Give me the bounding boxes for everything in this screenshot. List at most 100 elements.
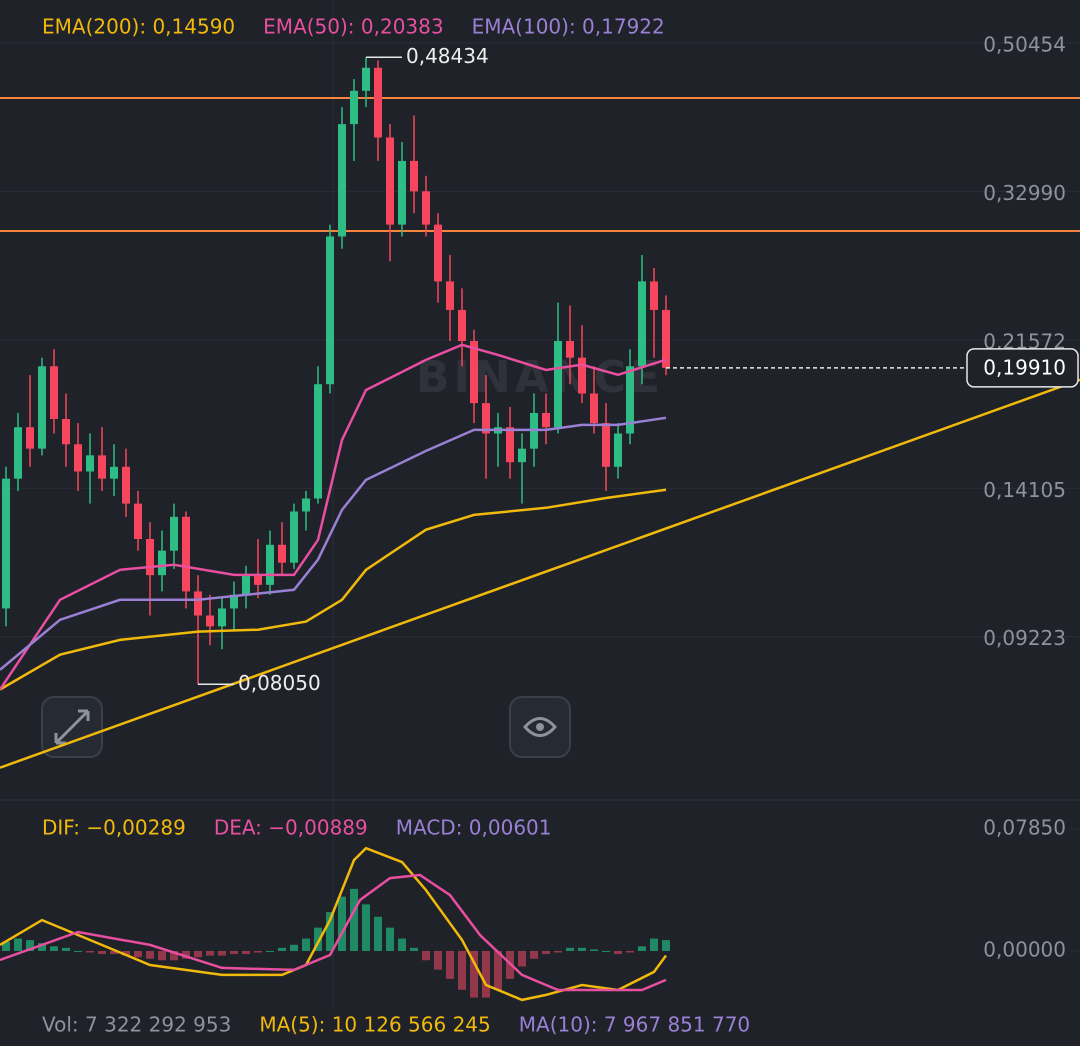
candle-body — [266, 544, 274, 585]
histogram-bar — [38, 943, 46, 951]
candle-body — [242, 575, 250, 595]
histogram-bar — [278, 947, 286, 951]
histogram-bar — [170, 950, 178, 961]
histogram-bar — [482, 950, 490, 998]
candle-body — [602, 423, 610, 467]
candle-body — [362, 67, 370, 91]
legend-entry: EMA(200): 0,14590 — [42, 15, 235, 39]
histogram-bar — [650, 938, 658, 951]
histogram-bar — [458, 950, 466, 990]
histogram-bar — [146, 950, 154, 959]
candle-body — [506, 427, 514, 463]
candle-body — [626, 366, 634, 434]
candle-body — [14, 427, 22, 479]
histogram-bar — [578, 947, 586, 951]
candle-body — [578, 357, 586, 394]
legend-entry: DEA: −0,00889 — [214, 816, 368, 840]
histogram-bar — [530, 950, 538, 959]
histogram-bar — [554, 950, 562, 953]
histogram-bar — [2, 941, 10, 951]
ema-line — [0, 343, 667, 691]
candle-body — [434, 224, 442, 282]
candle-body — [542, 412, 550, 428]
histogram-bar — [110, 950, 118, 955]
histogram-bar — [626, 950, 634, 953]
candle-body — [470, 341, 478, 404]
candle-body — [482, 403, 490, 434]
histogram-bar — [638, 946, 646, 951]
candle-body — [146, 538, 154, 576]
last-price-box — [966, 348, 1079, 388]
histogram-bar — [14, 938, 22, 951]
candle-body — [458, 309, 466, 342]
candle-body — [350, 90, 358, 125]
histogram-bar — [662, 940, 670, 951]
candle-body — [62, 418, 70, 445]
histogram-bar — [398, 938, 406, 951]
histogram-bar — [74, 950, 82, 952]
candle-body — [662, 309, 670, 368]
histogram-bar — [338, 896, 346, 951]
histogram-bar — [86, 950, 94, 953]
candle-body — [182, 516, 190, 592]
ema-line — [0, 488, 667, 691]
candle-body — [74, 444, 82, 472]
histogram-bar — [494, 950, 502, 990]
histogram-bar — [446, 950, 454, 979]
histogram-bar — [590, 949, 598, 951]
candle-body — [122, 466, 130, 504]
candle-body — [422, 191, 430, 225]
histogram-bar — [350, 888, 358, 951]
trendline — [0, 378, 1080, 769]
histogram-bar — [266, 950, 274, 952]
histogram-bar — [434, 950, 442, 970]
histogram-bar — [386, 927, 394, 951]
candle-body — [338, 124, 346, 237]
histogram-bar — [602, 950, 610, 952]
y-tick-label: 0,50454 — [983, 32, 1066, 56]
candle-body — [650, 281, 658, 310]
visibility-button[interactable] — [509, 696, 571, 758]
histogram-bar — [122, 950, 130, 956]
candle-body — [26, 427, 34, 449]
legend-entry: MACD: 0,00601 — [396, 816, 552, 840]
y-tick-label: 0,00000 — [983, 937, 1066, 961]
candle-body — [566, 341, 574, 358]
y-tick-label: 0,32990 — [983, 181, 1066, 205]
candle-body — [86, 455, 94, 472]
candle-body — [50, 366, 58, 419]
histogram-bar — [542, 950, 550, 955]
candle-body — [278, 544, 286, 563]
histogram-bar — [182, 950, 190, 959]
candle-body — [170, 516, 178, 551]
histogram-bar — [26, 940, 34, 951]
candle-body — [398, 160, 406, 225]
candle-body — [374, 67, 382, 138]
candle-body — [158, 550, 166, 576]
candle-body — [518, 448, 526, 463]
histogram-bar — [314, 927, 322, 951]
histogram-bar — [62, 947, 70, 951]
candle-body — [290, 511, 298, 563]
candle-body — [386, 137, 394, 225]
candle-body — [446, 281, 454, 310]
histogram-bar — [422, 950, 430, 961]
histogram-bar — [230, 950, 238, 955]
histogram-bar — [98, 950, 106, 955]
legend-entry: EMA(50): 0,20383 — [263, 15, 443, 39]
plot: 0,504540,329900,215720,141050,09223BINAN… — [0, 15, 1080, 1037]
histogram-bar — [518, 950, 526, 967]
histogram-bar — [194, 950, 202, 958]
candle-body — [38, 366, 46, 449]
histogram-bar — [134, 950, 142, 958]
extreme-label: 0,08050 — [238, 671, 321, 695]
candle-body — [230, 594, 238, 609]
candle-body — [218, 608, 226, 627]
histogram-bar — [470, 950, 478, 998]
candle-body — [614, 433, 622, 467]
y-tick-label: 0,07850 — [983, 816, 1066, 840]
candle-body — [410, 160, 418, 192]
expand-button[interactable] — [41, 696, 103, 758]
macd-line — [0, 846, 668, 1002]
